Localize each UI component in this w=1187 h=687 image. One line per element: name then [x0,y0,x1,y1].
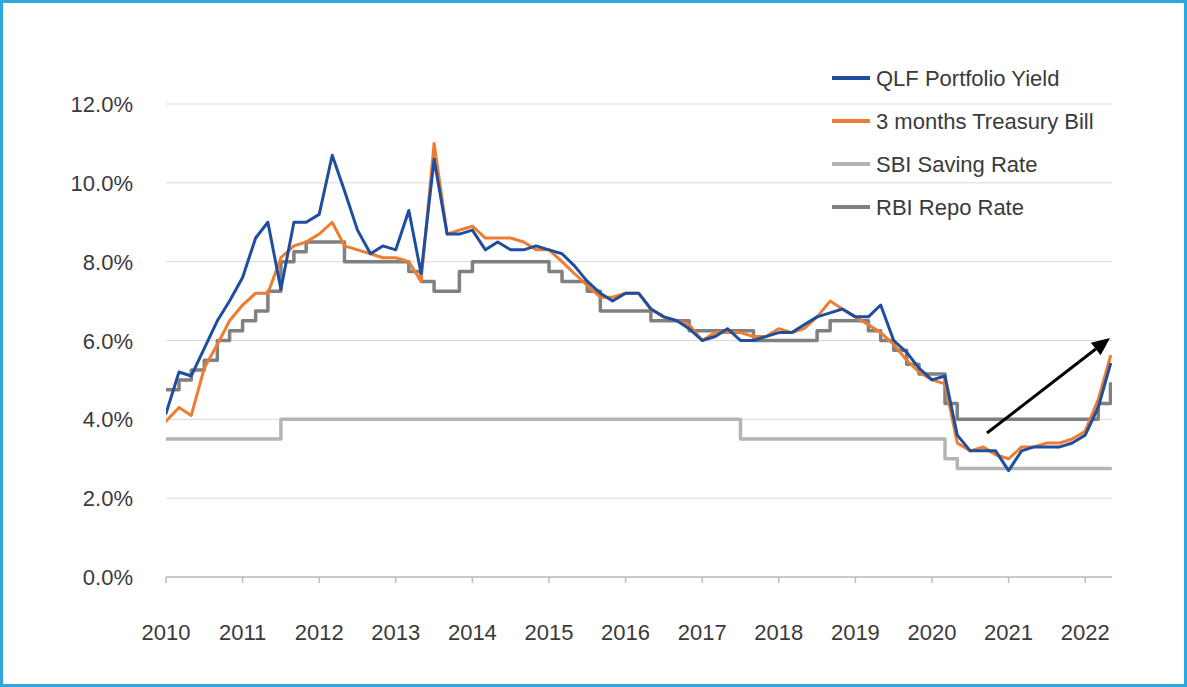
y-tick-label: 4.0% [83,407,133,432]
grid-line [166,104,1112,105]
x-tick-label: 2019 [831,620,880,645]
x-tick [778,577,780,583]
x-tick [395,577,397,583]
chart: 0.0%2.0%4.0%6.0%8.0%10.0%12.0%2010201120… [0,0,1187,687]
grid-line [166,261,1112,262]
x-tick [242,577,244,583]
legend-label: SBI Saving Rate [876,152,1037,177]
x-tick-label: 2016 [601,620,650,645]
x-tick [1084,577,1086,583]
x-axis: 2010 2011 2012 2013 2014 2015 2016 2017 2018 2019… [142,577,1112,645]
x-tick-label: 2015 [525,620,574,645]
x-tick [548,577,550,583]
x-tick-label: 2013 [371,620,420,645]
series-group [166,143,1110,470]
legend-label: QLF Portfolio Yield [876,66,1059,91]
grid-line [166,182,1112,183]
x-tick-label: 2010 [142,620,191,645]
trend-arrow [987,338,1110,433]
x-tick [701,577,703,583]
x-tick-label: 2014 [448,620,497,645]
x-tick-label: 2018 [754,620,803,645]
y-tick-label: 6.0% [83,329,133,354]
legend-swatch [832,76,870,80]
legend-label: RBI Repo Rate [876,195,1024,220]
x-tick [165,577,167,583]
x-tick [1008,577,1010,583]
x-tick [472,577,474,583]
series-line [166,242,1110,419]
x-tick-label: 2020 [908,620,957,645]
legend-swatch [832,205,870,209]
x-tick-label: 2022 [1061,620,1110,645]
legend-swatch [832,119,870,123]
legend-label: 3 months Treasury Bill [876,109,1094,134]
x-tick-label: 2011 [219,620,266,645]
x-tick-label: 2021 [984,620,1033,645]
x-axis-line [166,576,1112,578]
x-tick [855,577,857,583]
series-line [166,143,1110,458]
arrow-head [1091,338,1110,355]
grid-line [166,340,1112,341]
y-axis: 0.0% 2.0% 4.0% 6.0% 8.0% 10.0% 12.0% [71,92,1112,590]
arrow-shaft [987,349,1096,433]
grid-line [166,577,1112,578]
y-tick-label: 12.0% [71,92,133,117]
y-tick-label: 8.0% [83,250,133,275]
x-tick [625,577,627,583]
series-line [166,419,1110,468]
legend: QLF Portfolio Yield 3 months Treasury Bil… [832,66,1094,220]
legend-swatch [832,162,870,166]
series-line [166,155,1110,470]
x-tick [931,577,933,583]
x-tick-label: 2017 [678,620,727,645]
y-tick-label: 10.0% [71,171,133,196]
frame [2,2,1186,686]
x-tick [318,577,320,583]
grid-line [166,498,1112,499]
y-tick-label: 2.0% [83,486,133,511]
y-tick-label: 0.0% [83,565,133,590]
x-tick-label: 2012 [295,620,344,645]
